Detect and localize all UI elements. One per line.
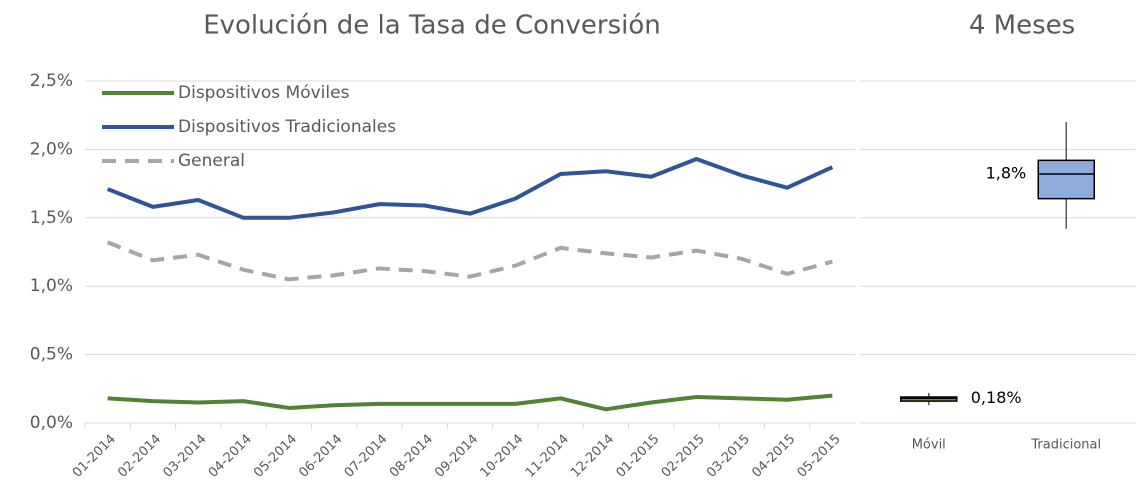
legend-label: General xyxy=(178,151,245,171)
x-tick-label: 02-2014 xyxy=(115,432,164,481)
x-tick-label: 12-2014 xyxy=(568,432,617,481)
x-tick-label: 05-2014 xyxy=(251,432,300,481)
value-label: 1,8% xyxy=(986,164,1027,183)
x-tick-label: 01-2014 xyxy=(70,432,119,481)
box xyxy=(1037,159,1095,200)
x-tick-label: 05-2015 xyxy=(795,432,844,481)
chart-title: 4 Meses xyxy=(969,11,1075,41)
x-tick-label: 06-2014 xyxy=(296,432,345,481)
x-tick-label: 09-2014 xyxy=(432,432,481,481)
legend-label: Dispositivos Móviles xyxy=(178,83,350,103)
line-series xyxy=(106,240,833,282)
x-tick-label: 11-2014 xyxy=(523,432,572,481)
x-tick-label: 03-2015 xyxy=(704,432,753,481)
x-tick-label: 04-2014 xyxy=(206,432,255,481)
x-tick-label: 03-2014 xyxy=(161,432,210,481)
x-tick-label: 10-2014 xyxy=(478,432,527,481)
legend-label: Dispositivos Tradicionales xyxy=(178,117,396,137)
y-tick-label: 2,5% xyxy=(30,71,73,91)
x-tick-label: 04-2015 xyxy=(749,432,798,481)
y-tick-label: 2,0% xyxy=(30,139,73,159)
x-tick-label: 08-2014 xyxy=(387,432,436,481)
x-tick-label: Móvil xyxy=(912,438,946,453)
line-series xyxy=(107,393,833,412)
x-tick-label: Tradicional xyxy=(1030,438,1101,453)
x-tick-label: 01-2015 xyxy=(613,432,662,481)
y-tick-label: 0,0% xyxy=(30,413,73,433)
chart-title: Evolución de la Tasa de Conversión xyxy=(203,11,661,41)
x-tick-label: 02-2015 xyxy=(659,432,708,481)
y-tick-label: 1,5% xyxy=(30,208,73,228)
y-tick-label: 1,0% xyxy=(30,276,73,296)
value-label: 0,18% xyxy=(971,388,1022,407)
x-tick-label: 07-2014 xyxy=(342,432,391,481)
y-tick-label: 0,5% xyxy=(30,345,73,365)
line-series xyxy=(106,156,834,220)
